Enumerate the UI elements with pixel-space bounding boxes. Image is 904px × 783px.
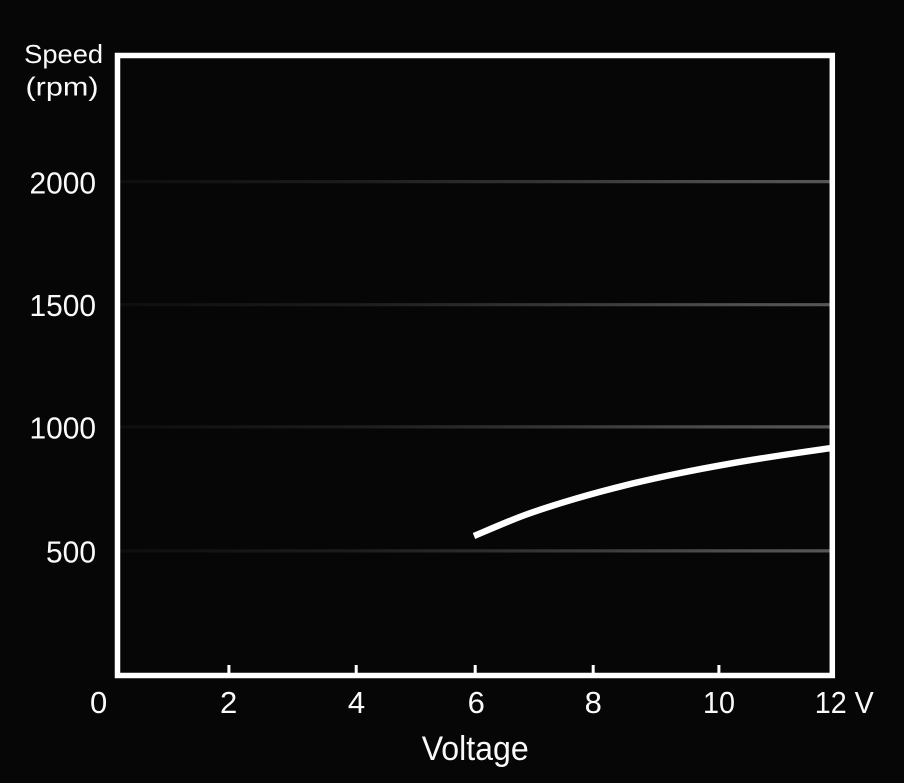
svg-text:(rpm): (rpm) bbox=[26, 71, 99, 101]
svg-text:Voltage: Voltage bbox=[422, 730, 529, 768]
svg-text:10: 10 bbox=[703, 685, 735, 720]
svg-text:6: 6 bbox=[468, 685, 485, 720]
svg-text:12 V: 12 V bbox=[815, 685, 874, 720]
svg-text:0: 0 bbox=[90, 685, 107, 720]
svg-text:8: 8 bbox=[585, 685, 602, 720]
svg-text:4: 4 bbox=[348, 685, 365, 720]
svg-text:2: 2 bbox=[220, 685, 237, 720]
svg-text:Speed: Speed bbox=[24, 39, 103, 69]
svg-text:500: 500 bbox=[46, 534, 96, 569]
svg-text:2000: 2000 bbox=[30, 165, 97, 200]
svg-text:1500: 1500 bbox=[30, 288, 97, 323]
svg-text:1000: 1000 bbox=[30, 410, 97, 445]
